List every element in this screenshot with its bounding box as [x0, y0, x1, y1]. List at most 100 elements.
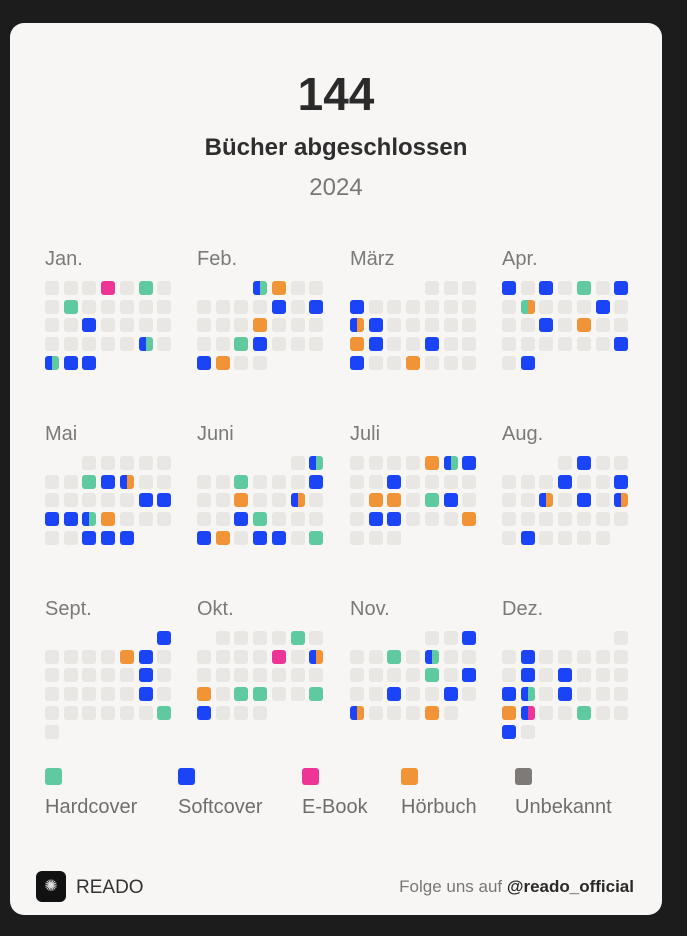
day-cell	[119, 512, 134, 527]
day-cell-read	[539, 318, 554, 333]
day-cell	[82, 649, 97, 664]
day-cell-read	[350, 355, 364, 370]
day-cell	[138, 512, 153, 527]
day-cell	[197, 493, 211, 508]
day-cell-read	[387, 687, 402, 702]
day-cell	[558, 649, 573, 664]
day-cell-read	[614, 337, 629, 352]
day-cell	[539, 299, 554, 314]
day-cell	[558, 705, 573, 720]
day-cell	[157, 299, 172, 314]
day-cell	[101, 299, 116, 314]
day-cell-read	[520, 705, 535, 720]
day-cell-read	[350, 299, 364, 314]
day-cell	[290, 687, 305, 702]
day-cell	[101, 649, 116, 664]
day-cell	[595, 318, 610, 333]
day-cell-read	[138, 337, 153, 352]
day-cell-read	[82, 355, 97, 370]
day-cell-read	[576, 493, 591, 508]
day-cell-read	[82, 318, 97, 333]
day-cell-read	[614, 281, 629, 295]
month-10: Okt.	[197, 598, 337, 720]
day-cell	[45, 299, 59, 314]
day-cell	[539, 512, 554, 527]
legend-item-e-book: E-Book	[302, 768, 368, 818]
day-cell	[558, 512, 573, 527]
legend-item-hörbuch: Hörbuch	[401, 768, 477, 818]
day-cell-read	[502, 281, 516, 295]
day-cell	[290, 281, 305, 295]
day-cell	[502, 649, 516, 664]
month-label: Juli	[350, 423, 381, 445]
day-cell	[119, 493, 134, 508]
year-label: 2024	[309, 174, 363, 201]
day-cell	[63, 649, 78, 664]
day-cell	[82, 493, 97, 508]
day-cell-read	[271, 649, 286, 664]
month-11: Nov.	[350, 598, 490, 720]
day-cell-read	[443, 456, 458, 470]
day-cell	[443, 668, 458, 683]
day-cell-read	[576, 281, 591, 295]
day-cell-read	[520, 299, 535, 314]
day-cell-read	[424, 456, 439, 470]
day-cell-read	[462, 668, 477, 683]
day-cell	[576, 512, 591, 527]
day-cell	[119, 456, 134, 470]
day-cell	[101, 705, 116, 720]
day-cell-read	[234, 493, 249, 508]
month-label: Feb.	[197, 248, 238, 270]
day-cell	[368, 687, 383, 702]
day-cell	[157, 687, 172, 702]
day-cell-read	[502, 724, 516, 739]
month-label: März	[350, 248, 395, 270]
day-cell	[502, 493, 516, 508]
day-cell	[406, 705, 421, 720]
social-handle[interactable]: @reado_official	[506, 877, 634, 896]
day-cell-read	[443, 687, 458, 702]
day-cell	[368, 530, 383, 545]
day-cell	[215, 687, 230, 702]
month-label: Jan.	[45, 248, 83, 270]
day-cell-read	[350, 318, 364, 333]
day-cell	[197, 474, 211, 489]
day-cell	[45, 649, 59, 664]
day-cell-read	[539, 493, 554, 508]
day-cell-read	[424, 337, 439, 352]
day-cell-read	[253, 318, 268, 333]
day-cell	[45, 493, 59, 508]
day-cell	[595, 337, 610, 352]
day-cell-read	[82, 474, 97, 489]
day-cell	[157, 668, 172, 683]
day-cell	[309, 493, 324, 508]
day-cell	[82, 337, 97, 352]
day-cell	[614, 456, 629, 470]
day-cell	[406, 474, 421, 489]
day-cell	[502, 512, 516, 527]
day-cell	[215, 649, 230, 664]
legend-item-unbekannt: Unbekannt	[515, 768, 612, 818]
day-cell	[119, 281, 134, 295]
legend-label: Hörbuch	[401, 796, 477, 818]
day-cell	[119, 318, 134, 333]
day-cell	[253, 668, 268, 683]
day-cell-read	[309, 687, 324, 702]
day-cell	[387, 456, 402, 470]
day-cell	[82, 705, 97, 720]
day-cell	[234, 299, 249, 314]
day-cell	[502, 299, 516, 314]
day-cell-read	[63, 355, 78, 370]
day-cell	[197, 299, 211, 314]
day-cell-read	[309, 530, 324, 545]
day-cell	[45, 668, 59, 683]
day-cell-read	[387, 493, 402, 508]
day-cell	[614, 668, 629, 683]
day-cell	[387, 355, 402, 370]
day-cell	[614, 687, 629, 702]
day-cell	[253, 299, 268, 314]
day-cell	[576, 649, 591, 664]
day-cell	[138, 705, 153, 720]
day-cell	[520, 281, 535, 295]
day-cell	[101, 337, 116, 352]
